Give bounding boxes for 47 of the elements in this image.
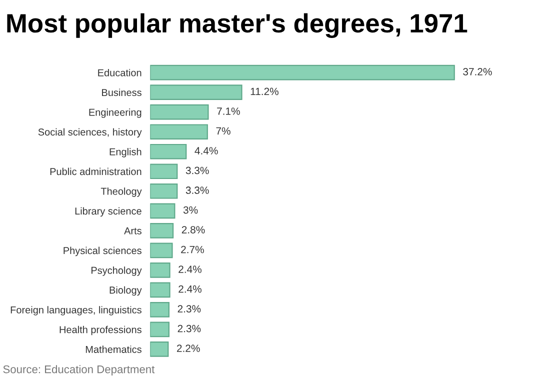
- bar: [150, 342, 169, 357]
- y-tick-label: Theology: [100, 188, 142, 197]
- y-tick-label: Education: [98, 68, 142, 76]
- bar: [150, 242, 173, 258]
- y-tick-label: Library science: [75, 207, 142, 217]
- y-tick-label: Mathematics: [86, 346, 142, 353]
- data-label: 2.3%: [178, 324, 201, 332]
- data-label: 2.8%: [182, 226, 205, 234]
- bar: [150, 144, 187, 160]
- data-label: 3%: [183, 206, 198, 214]
- y-tick-label: Social sciences, history: [38, 128, 142, 138]
- data-label: 2.2%: [177, 344, 200, 352]
- bar: [150, 64, 455, 80]
- data-label: 37.2%: [463, 68, 492, 76]
- bar: [150, 222, 174, 238]
- y-tick-label: Public administration: [50, 168, 142, 176]
- y-tick-label: English: [110, 148, 142, 158]
- y-tick-label: Psychology: [92, 266, 142, 276]
- bar: [150, 322, 170, 338]
- y-tick-label: Arts: [124, 227, 142, 234]
- y-tick-label: Biology: [110, 286, 142, 296]
- data-label: 7.1%: [217, 108, 240, 115]
- chart-title: Most popular master's degrees, 1971: [7, 13, 468, 38]
- data-label: 3.3%: [186, 166, 209, 174]
- bar: [150, 282, 170, 298]
- bar: [150, 164, 178, 180]
- y-tick-label: Foreign languages, linguistics: [10, 306, 142, 316]
- data-label: 11.2%: [250, 88, 278, 96]
- bar: [150, 203, 176, 219]
- y-tick-label: Health professions: [60, 326, 142, 336]
- bar: [150, 262, 170, 278]
- bar: [150, 124, 208, 140]
- y-tick-label: Engineering: [89, 108, 142, 118]
- data-label: 2.3%: [178, 305, 201, 312]
- bar: [150, 183, 178, 199]
- data-label: 2.4%: [178, 285, 202, 293]
- data-label: 2.7%: [181, 246, 204, 254]
- data-label: 2.4%: [178, 266, 202, 273]
- data-label: 3.3%: [186, 186, 209, 194]
- bar: [150, 104, 209, 120]
- data-label: 7%: [216, 127, 230, 135]
- bar: [150, 84, 242, 100]
- y-tick-label: Physical sciences: [64, 246, 142, 256]
- data-label: 4.4%: [194, 147, 218, 154]
- source-note: Source: Education Department: [3, 365, 155, 376]
- y-tick-label: Business: [102, 88, 142, 96]
- bar: [150, 302, 170, 318]
